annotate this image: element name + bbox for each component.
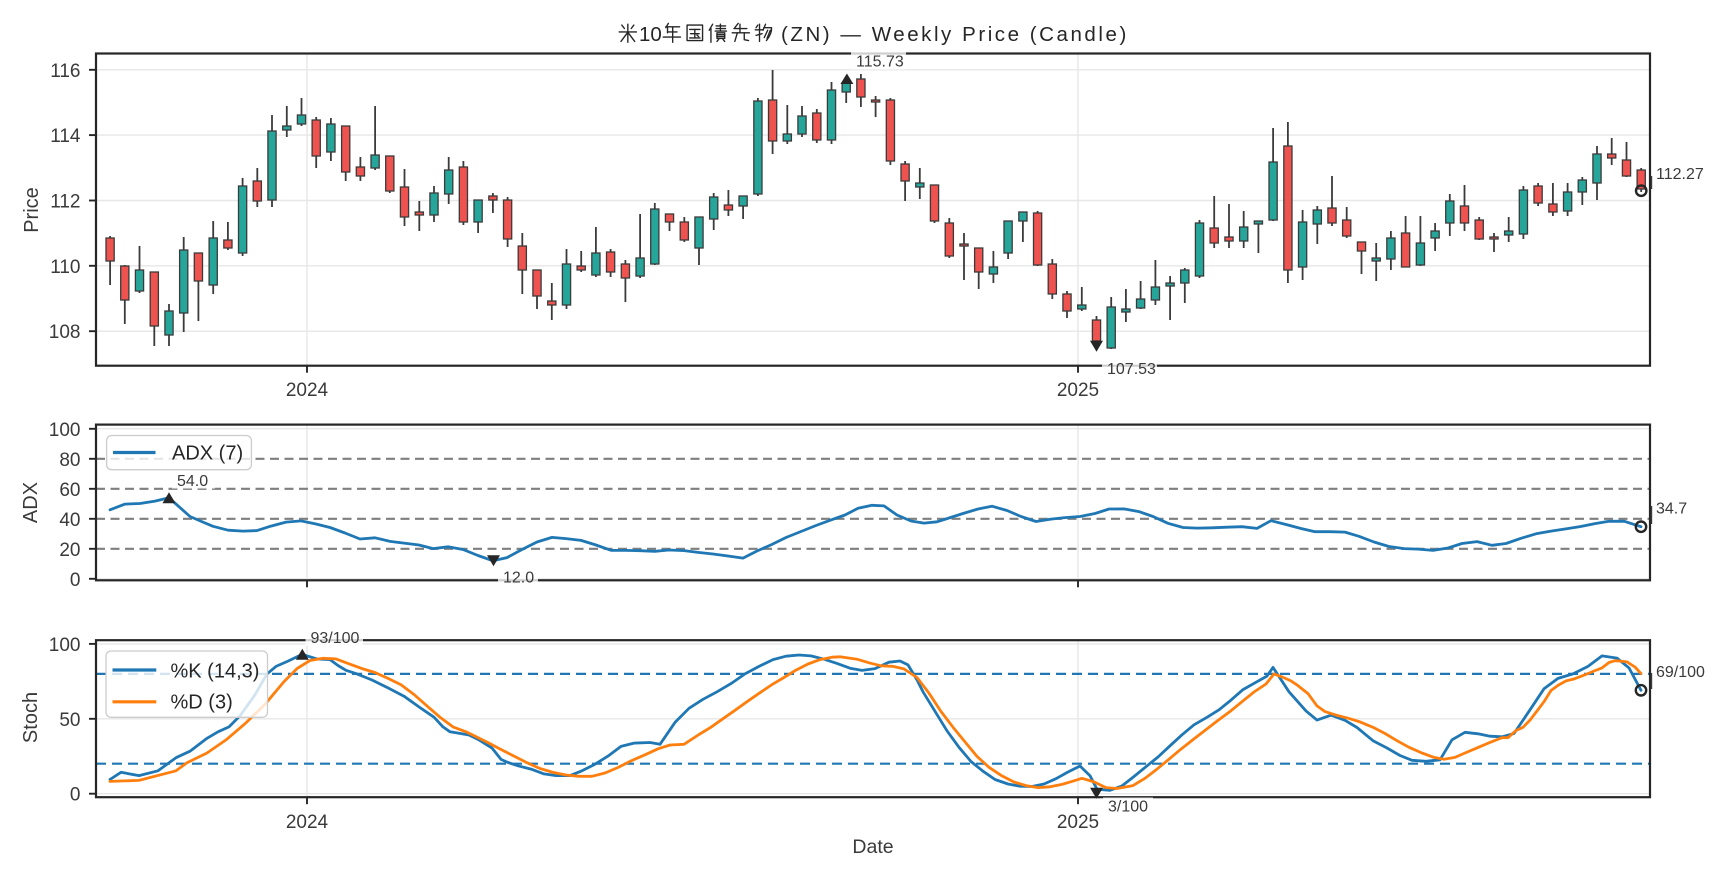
svg-text:34.7: 34.7 (1656, 501, 1687, 518)
svg-text:40: 40 (59, 510, 80, 531)
svg-text:93/100: 93/100 (311, 630, 360, 647)
svg-text:2025: 2025 (1057, 380, 1099, 401)
svg-text:2025: 2025 (1057, 812, 1099, 833)
svg-text:Price: Price (21, 187, 43, 233)
svg-text:115.73: 115.73 (856, 54, 904, 71)
svg-text:ADX (7): ADX (7) (172, 443, 243, 465)
svg-text:54.0: 54.0 (177, 473, 208, 490)
svg-text:0: 0 (70, 570, 81, 591)
svg-text:116: 116 (50, 61, 80, 82)
svg-text:12.0: 12.0 (503, 570, 534, 587)
svg-text:50: 50 (59, 710, 80, 731)
svg-text:%K (14,3): %K (14,3) (171, 660, 260, 682)
svg-text:Stoch: Stoch (20, 692, 42, 743)
svg-text:60: 60 (59, 480, 80, 501)
svg-text:0: 0 (70, 785, 81, 806)
svg-text:ADX: ADX (20, 482, 42, 523)
svg-text:100: 100 (49, 420, 81, 441)
svg-text:107.53: 107.53 (1107, 361, 1156, 378)
svg-text:10: 10 (639, 23, 662, 46)
svg-text:(ZN) — Weekly Price (Candle): (ZN) — Weekly Price (Candle) (781, 23, 1129, 46)
svg-text:110: 110 (50, 257, 80, 278)
svg-text:100: 100 (49, 635, 81, 656)
svg-text:3/100: 3/100 (1108, 799, 1148, 816)
svg-text:Date: Date (852, 836, 893, 858)
svg-text:114: 114 (50, 126, 81, 147)
svg-text:2024: 2024 (286, 380, 329, 401)
svg-text:20: 20 (59, 540, 80, 561)
svg-text:108: 108 (49, 322, 81, 343)
svg-text:2024: 2024 (286, 812, 329, 833)
svg-text:112: 112 (50, 192, 80, 213)
svg-text:%D (3): %D (3) (171, 692, 233, 714)
svg-text:80: 80 (59, 450, 80, 471)
svg-text:69/100: 69/100 (1656, 664, 1705, 681)
svg-text:112.27: 112.27 (1656, 166, 1704, 183)
